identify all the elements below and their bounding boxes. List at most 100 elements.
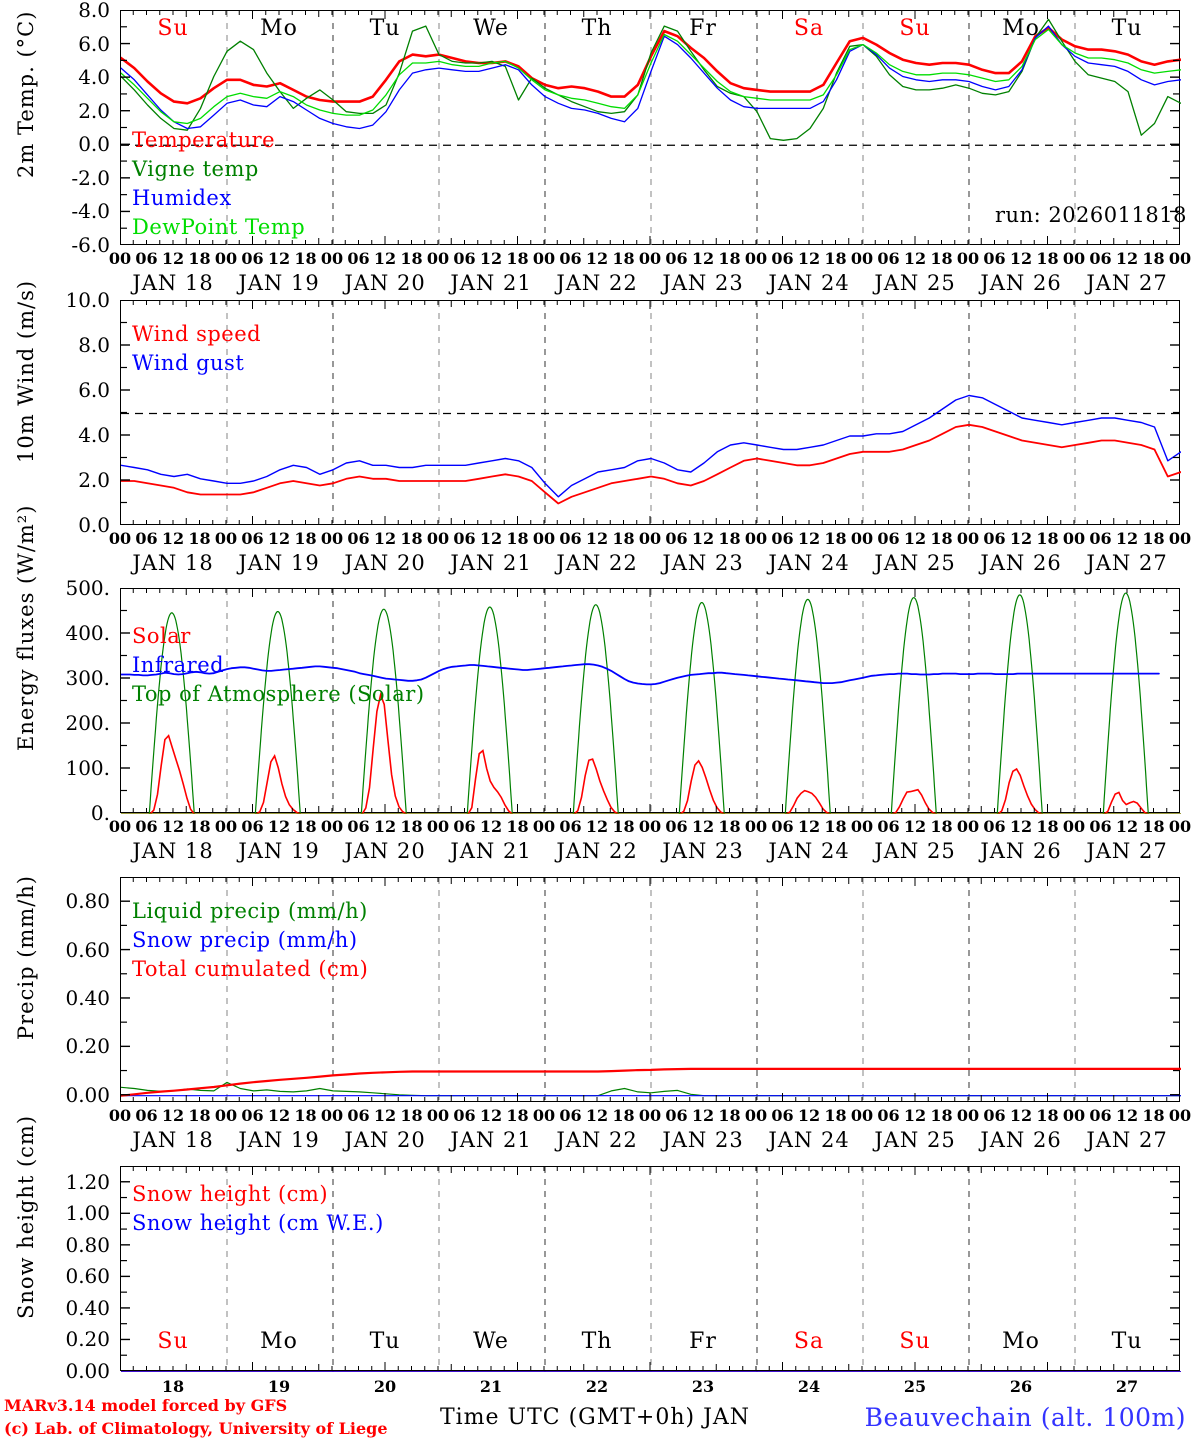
x-tick-hour: 00 [320,529,344,548]
y-tick-label: 0.60 [65,1264,110,1289]
day-name-label: We [473,16,509,41]
x-tick-hour: 00 [426,817,450,836]
x-tick-day: JAN 23 [662,839,744,863]
x-tick-hour: 18 [718,529,741,548]
x-tick-hour: 06 [771,817,794,836]
x-tick-hour: 12 [585,529,609,548]
x-tick-hour: 06 [347,249,370,268]
x-tick-hour: 18 [1142,249,1165,268]
y-axis-label-5: Snow height (cm) [14,1114,38,1319]
day-name-label: Tu [1111,1329,1143,1354]
x-tick-hour: 12 [161,817,185,836]
x-tick-daynumber: 21 [479,1377,503,1396]
x-tick-hour: 18 [506,817,529,836]
x-tick-hour: 00 [532,817,556,836]
x-tick-hour: 12 [1009,249,1033,268]
x-tick-hour: 06 [135,817,158,836]
x-tick-hour: 00 [638,249,662,268]
x-tick-hour: 12 [161,249,185,268]
day-name-label: Tu [369,1329,401,1354]
x-tick-hour: 06 [1089,529,1112,548]
x-tick-hour: 06 [1089,817,1112,836]
y-tick-label: 2.0 [78,468,110,492]
x-tick-hour: 18 [506,1106,529,1125]
x-tick-hour: 12 [1115,249,1139,268]
x-tick-day: JAN 26 [980,271,1062,295]
x-tick-hour: 18 [400,529,423,548]
x-tick-hour: 12 [479,249,503,268]
x-tick-hour: 12 [1115,529,1139,548]
x-tick-hour: 12 [691,249,715,268]
x-tick-hour: 18 [1036,249,1059,268]
x-tick-hour: 00 [1062,249,1086,268]
x-tick-day: JAN 18 [132,839,214,863]
x-tick-hour: 06 [771,529,794,548]
x-tick-hour: 00 [214,817,238,836]
x-tick-hour: 18 [400,817,423,836]
x-tick-hour: 06 [453,817,476,836]
day-name-label: Mo [260,16,298,41]
x-tick-hour: 06 [983,1106,1006,1125]
y-tick-label: 10.0 [65,288,110,312]
x-tick-hour: 18 [824,817,847,836]
x-tick-daynumber: 27 [1115,1377,1139,1396]
y-tick-label: 6.0 [78,378,110,402]
y-tick-label: 0.20 [65,1327,110,1352]
x-tick-day: JAN 23 [662,551,744,575]
x-tick-hour: 12 [903,529,927,548]
x-tick-day: JAN 27 [1086,839,1168,863]
x-tick-hour: 06 [241,1106,264,1125]
x-tick-hour: 00 [108,529,132,548]
x-tick-hour: 12 [267,817,291,836]
x-tick-hour: 18 [930,1106,953,1125]
x-tick-hour: 18 [1036,529,1059,548]
x-tick-hour: 06 [135,249,158,268]
x-tick-hour: 06 [1089,249,1112,268]
day-name-label: Sa [793,1329,825,1354]
x-tick-daynumber: 22 [585,1377,609,1396]
x-tick-hour: 00 [1168,1106,1192,1125]
x-tick-day: JAN 18 [132,1128,214,1152]
x-tick-day: JAN 26 [980,551,1062,575]
x-tick-hour: 00 [108,1106,132,1125]
y-tick-label: 0.0 [78,132,110,157]
plot-area-1 [120,10,1181,246]
x-tick-hour: 12 [373,817,397,836]
x-tick-hour: 18 [188,529,211,548]
x-tick-hour: 00 [850,529,874,548]
plot-svg-5 [121,1167,1181,1372]
y-tick-label: 2.0 [78,98,110,123]
x-tick-day: JAN 27 [1086,551,1168,575]
x-tick-day: JAN 21 [450,1128,532,1152]
x-tick-hour: 06 [983,817,1006,836]
x-tick-hour: 18 [506,249,529,268]
x-tick-hour: 12 [797,817,821,836]
legend-item: Snow height (cm W.E.) [132,1211,384,1235]
x-tick-hour: 18 [400,249,423,268]
day-name-label: Su [899,1329,931,1354]
day-name-label: Mo [260,1329,298,1354]
x-tick-hour: 06 [665,1106,688,1125]
x-tick-day: JAN 24 [768,839,850,863]
x-tick-hour: 00 [426,1106,450,1125]
x-tick-day: JAN 19 [238,271,320,295]
x-tick-day: JAN 27 [1086,1128,1168,1152]
x-tick-hour: 06 [453,529,476,548]
day-name-label: Th [581,1329,613,1354]
x-tick-hour: 12 [797,529,821,548]
y-axis-label-1: 2m Temp. (°C) [14,10,38,178]
x-tick-day: JAN 19 [238,1128,320,1152]
x-tick-hour: 18 [930,817,953,836]
x-tick-day: JAN 21 [450,271,532,295]
x-tick-daynumber: 19 [267,1377,291,1396]
x-tick-hour: 12 [585,1106,609,1125]
legend-item: Snow height (cm) [132,1182,329,1206]
x-tick-day: JAN 24 [768,271,850,295]
y-tick-label: -4.0 [71,199,110,224]
x-tick-day: JAN 26 [980,1128,1062,1152]
x-tick-daynumber: 23 [691,1377,715,1396]
x-tick-daynumber: 18 [161,1377,185,1396]
x-tick-hour: 18 [930,529,953,548]
x-tick-hour: 06 [665,249,688,268]
x-tick-day: JAN 21 [450,839,532,863]
